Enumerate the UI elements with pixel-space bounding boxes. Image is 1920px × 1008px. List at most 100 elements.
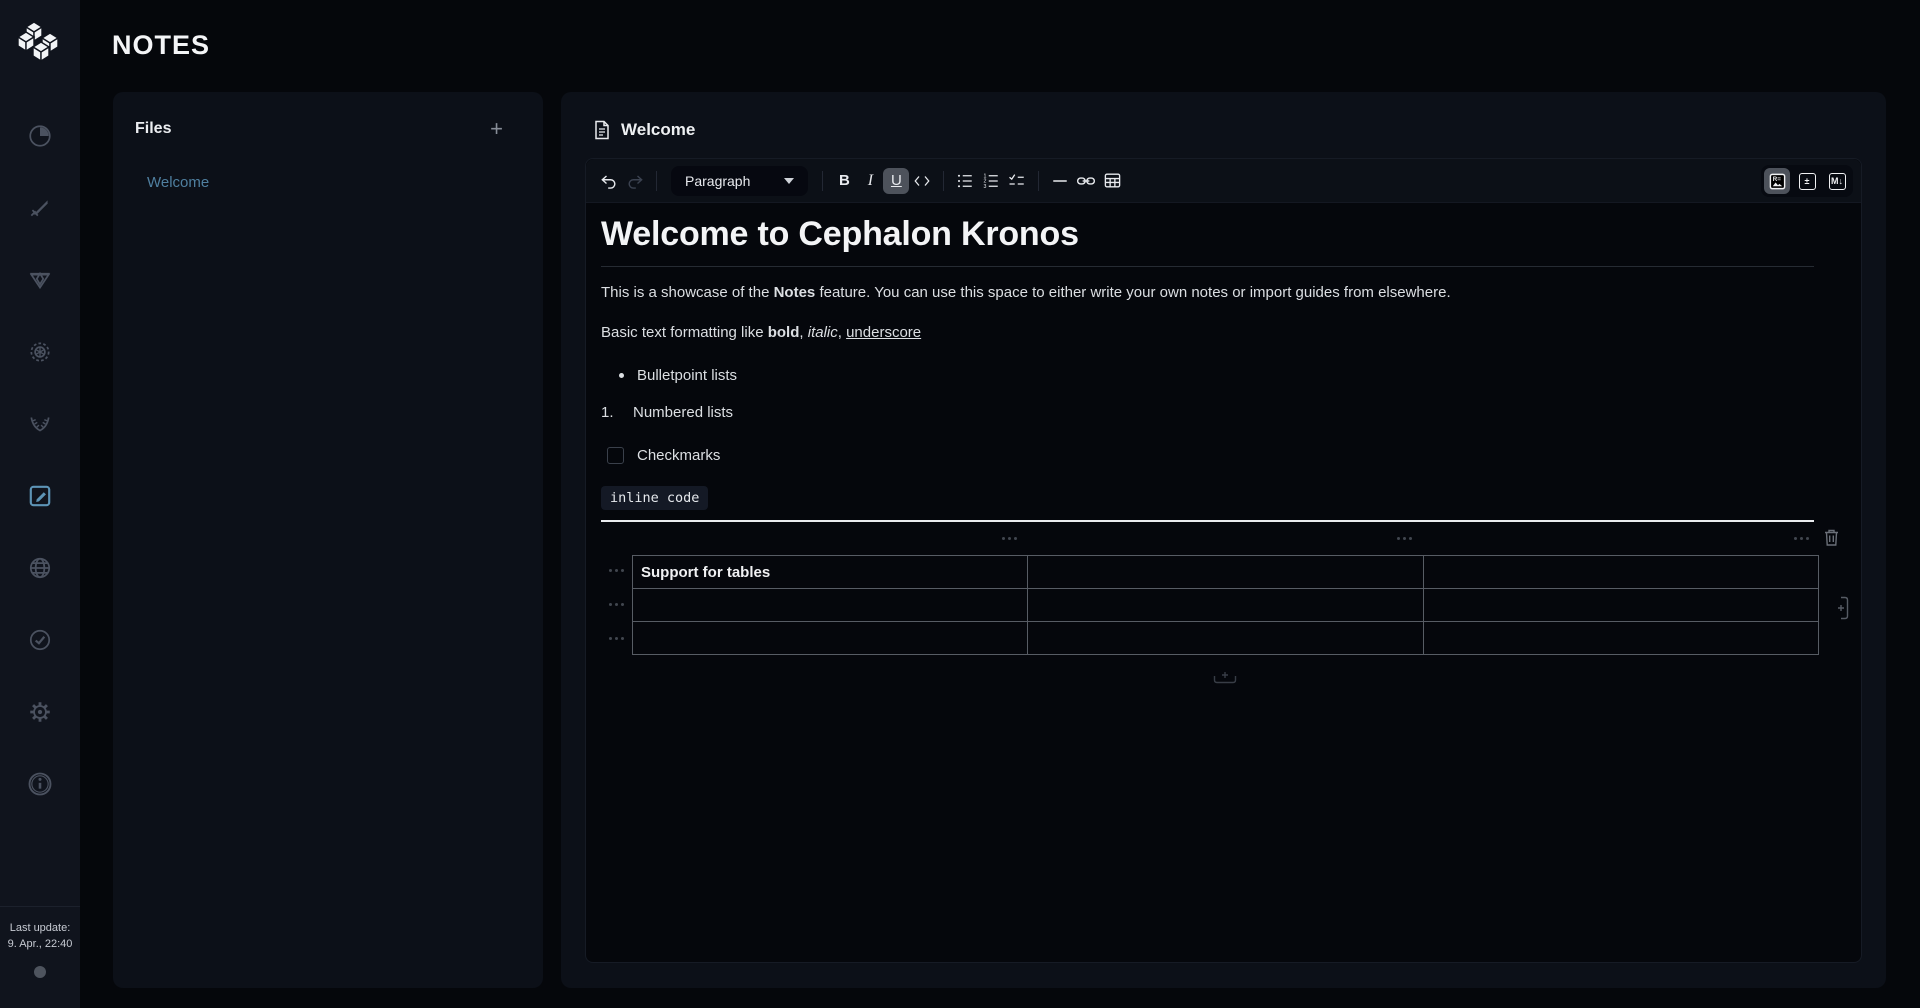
link-icon <box>1077 176 1096 185</box>
link-button[interactable] <box>1073 168 1099 194</box>
richtext-view-icon: R= <box>1769 173 1785 189</box>
sidebar-item-mastery[interactable] <box>0 406 80 442</box>
horizontal-rule <box>601 520 1814 522</box>
svg-text:R=: R= <box>1772 176 1780 183</box>
delete-table-button[interactable] <box>1823 528 1840 550</box>
check-circle-icon <box>29 629 51 651</box>
svg-text:2: 2 <box>984 178 987 184</box>
insert-table-button[interactable] <box>1099 168 1125 194</box>
files-header: Files + <box>113 92 543 141</box>
number-marker: 1. <box>601 404 614 421</box>
last-update-status: Last update: 9. Apr., 22:40 <box>0 920 80 952</box>
redo-icon <box>628 174 643 189</box>
view-diff-button[interactable]: ± <box>1794 168 1820 194</box>
chevron-down-icon <box>784 177 795 184</box>
numbered-item-text: Numbered lists <box>633 404 734 421</box>
column-grip-icon[interactable] <box>1002 537 1017 540</box>
intro-text-post: feature. You can use this space to eithe… <box>815 284 1451 301</box>
sidebar-item-relics[interactable] <box>0 262 80 298</box>
redo-button[interactable] <box>622 168 648 194</box>
sidebar-rail: Last update: 9. Apr., 22:40 <box>0 0 80 1008</box>
table-header-cell[interactable]: Support for tables <box>631 555 1029 589</box>
sidebar-item-world[interactable] <box>0 550 80 586</box>
sidebar-item-notes[interactable] <box>0 478 80 514</box>
table-cell[interactable] <box>1027 588 1424 622</box>
fmt-sep: , <box>799 324 808 341</box>
underline-button[interactable]: U <box>883 167 910 194</box>
sidebar-item-tasks[interactable] <box>0 622 80 658</box>
add-column-button[interactable] <box>1835 596 1850 623</box>
fmt-underline: underscore <box>846 324 922 341</box>
app-logo-cubes-icon[interactable] <box>17 18 63 64</box>
sidebar-item-syndicates[interactable] <box>0 334 80 370</box>
table-cell[interactable] <box>631 621 1029 655</box>
task-list-item: Checkmarks <box>601 447 1814 464</box>
page-title: NOTES <box>112 30 211 60</box>
doc-table[interactable]: Support for tables <box>631 555 1820 655</box>
add-row-button[interactable] <box>1213 670 1237 688</box>
column-grip-icon[interactable] <box>1397 537 1412 540</box>
add-column-icon <box>1838 596 1849 620</box>
gear-icon <box>30 702 50 722</box>
block-format-select[interactable]: Paragraph <box>671 165 809 196</box>
bullet-list-button[interactable] <box>952 168 978 194</box>
column-grip-icon[interactable] <box>1794 537 1809 540</box>
editor-toolbar: Paragraph B I U <box>586 159 1861 203</box>
table-cell[interactable] <box>1422 555 1820 589</box>
notes-panel: Welcome Paragraph B I U <box>561 92 1886 988</box>
intro-text: This is a showcase of the <box>601 284 774 301</box>
ordered-list-icon: 1 2 3 <box>984 173 999 189</box>
diff-view-icon: ± <box>1798 172 1816 190</box>
file-item-welcome[interactable]: Welcome <box>147 174 210 191</box>
trash-icon <box>1825 529 1838 546</box>
inline-code-button[interactable] <box>909 168 935 194</box>
table-cell[interactable] <box>631 588 1029 622</box>
bullet-list-item: Bulletpoint lists <box>601 367 1814 384</box>
intro-bold: Notes <box>773 284 816 301</box>
table-cell[interactable] <box>1027 621 1424 655</box>
row-grip-icon[interactable] <box>609 603 624 606</box>
doc-paragraph-formatting: Basic text formatting like bold, italic,… <box>601 323 1814 343</box>
editor-surface[interactable]: Paragraph B I U <box>585 158 1862 963</box>
svg-text:3: 3 <box>984 183 987 189</box>
view-markdown-button[interactable]: M↓ <box>1824 168 1850 194</box>
row-grip-icon[interactable] <box>609 569 624 572</box>
task-list-button[interactable] <box>1004 168 1030 194</box>
toolbar-separator <box>822 170 824 191</box>
markdown-view-icon: M↓ <box>1828 172 1846 190</box>
svg-text:1: 1 <box>984 173 987 179</box>
table-row <box>631 621 1820 655</box>
files-panel: Files + Welcome <box>113 92 543 988</box>
ordered-list-button[interactable]: 1 2 3 <box>978 168 1004 194</box>
relic-triangle-icon <box>29 271 51 290</box>
note-header: Welcome <box>593 120 695 140</box>
document-content[interactable]: Welcome to Cephalon Kronos This is a sho… <box>586 203 1861 702</box>
task-checkbox[interactable] <box>607 447 624 464</box>
table-cell[interactable] <box>1422 621 1820 655</box>
view-richtext-button[interactable]: R= <box>1764 168 1790 194</box>
add-file-button[interactable]: + <box>490 116 503 141</box>
sidebar-item-arsenal[interactable] <box>0 190 80 226</box>
toolbar-separator <box>943 170 945 191</box>
fmt-italic: italic <box>807 324 838 341</box>
sidebar-item-worldstate[interactable] <box>0 118 80 154</box>
horizontal-rule-button[interactable] <box>1047 168 1073 194</box>
horizontal-rule-icon <box>1053 179 1068 182</box>
last-update-label: Last update: <box>9 922 71 934</box>
italic-button[interactable]: I <box>857 168 883 194</box>
notes-edit-icon <box>29 485 51 507</box>
undo-icon <box>601 174 616 189</box>
table-region: Support for tables <box>601 522 1849 702</box>
numbered-list-item: 1. Numbered lists <box>601 404 1814 421</box>
undo-button[interactable] <box>596 168 622 194</box>
sidebar-item-info[interactable] <box>0 766 80 802</box>
weapons-icon <box>30 200 48 217</box>
table-cell[interactable] <box>1027 555 1424 589</box>
files-panel-title: Files <box>135 120 172 137</box>
bold-button[interactable]: B <box>831 168 857 194</box>
code-icon <box>914 175 930 186</box>
toolbar-separator <box>656 170 657 191</box>
row-grip-icon[interactable] <box>609 637 624 640</box>
sidebar-item-settings[interactable] <box>0 694 80 730</box>
table-cell[interactable] <box>1422 588 1820 622</box>
